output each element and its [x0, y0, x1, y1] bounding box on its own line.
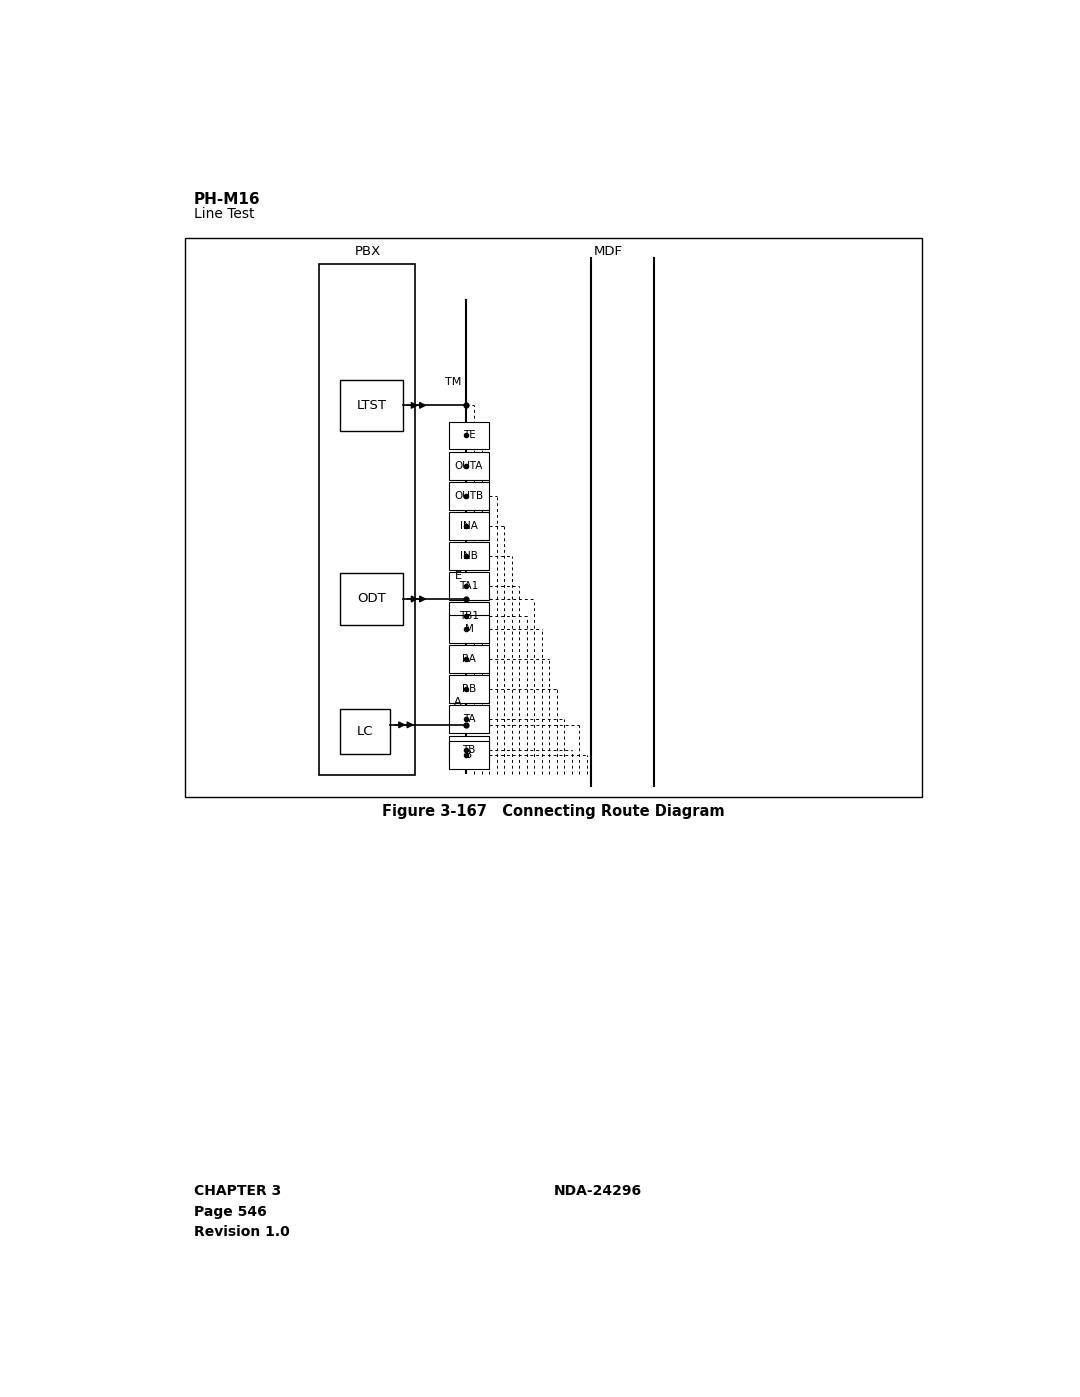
Text: PH-M16: PH-M16	[193, 193, 260, 207]
Bar	[449, 511, 489, 539]
Text: OUTB: OUTB	[455, 490, 484, 500]
Text: OUTA: OUTA	[455, 461, 483, 471]
Text: Figure 3-167   Connecting Route Diagram: Figure 3-167 Connecting Route Diagram	[382, 805, 725, 820]
Bar	[449, 675, 489, 703]
Bar	[449, 422, 489, 450]
Text: RA: RA	[462, 654, 476, 664]
Text: E: E	[455, 571, 461, 581]
Bar	[340, 573, 403, 624]
Bar	[449, 740, 489, 768]
Text: LTST: LTST	[356, 400, 387, 412]
Bar	[449, 573, 489, 601]
Text: A: A	[454, 697, 461, 707]
Text: MDF: MDF	[593, 244, 622, 258]
Bar	[449, 736, 489, 764]
Bar	[449, 451, 489, 479]
Text: B: B	[465, 750, 473, 760]
Text: CHAPTER 3
Page 546
Revision 1.0: CHAPTER 3 Page 546 Revision 1.0	[193, 1185, 289, 1239]
Text: TM: TM	[445, 377, 461, 387]
Text: ODT: ODT	[357, 592, 386, 605]
Text: TE: TE	[462, 430, 475, 440]
Text: NDA-24296: NDA-24296	[554, 1185, 642, 1199]
Bar	[449, 645, 489, 673]
Text: PBX: PBX	[354, 244, 381, 258]
Bar	[449, 482, 489, 510]
Bar	[449, 705, 489, 733]
Text: INB: INB	[460, 550, 478, 562]
Text: TB1: TB1	[459, 612, 478, 622]
Text: INA: INA	[460, 521, 478, 531]
Bar	[449, 615, 489, 643]
Bar	[449, 602, 489, 630]
Bar	[340, 708, 390, 754]
Text: TA: TA	[462, 714, 475, 725]
Text: TA1: TA1	[459, 581, 478, 591]
Text: Line Test: Line Test	[193, 207, 254, 222]
Text: M: M	[464, 624, 473, 634]
Bar	[186, 237, 922, 796]
Bar	[340, 380, 403, 432]
Bar	[320, 264, 416, 775]
Text: TB: TB	[462, 745, 475, 754]
Text: RB: RB	[462, 685, 476, 694]
Bar	[449, 542, 489, 570]
Text: LC: LC	[356, 725, 374, 738]
